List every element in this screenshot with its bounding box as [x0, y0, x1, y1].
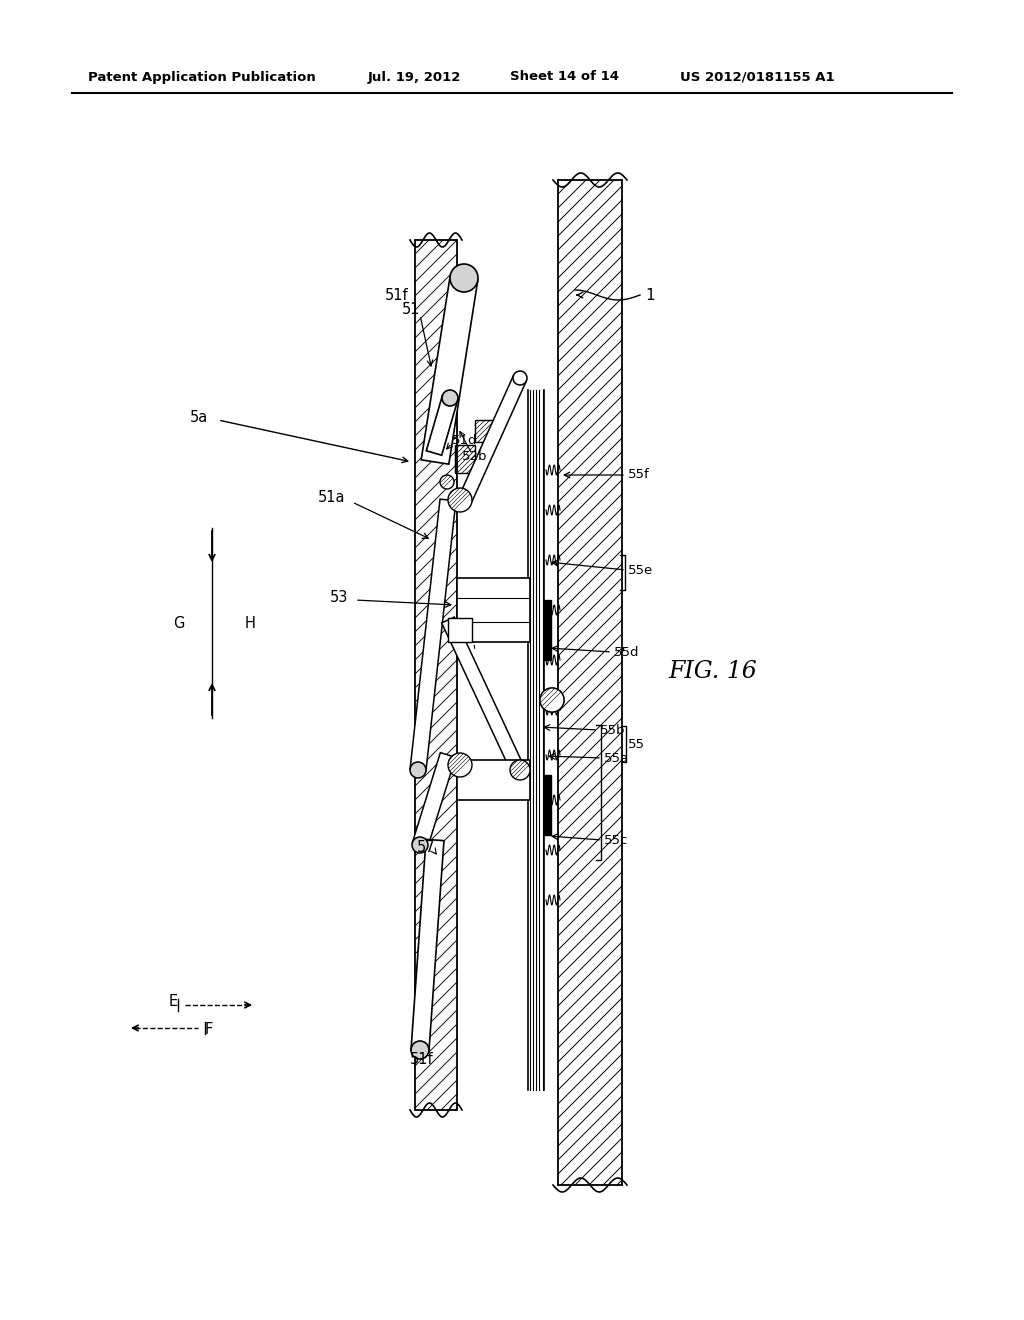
Polygon shape: [441, 616, 524, 774]
Text: H: H: [245, 615, 256, 631]
Circle shape: [440, 475, 454, 488]
Bar: [455, 445, 475, 473]
Polygon shape: [410, 499, 456, 771]
Text: US 2012/0181155 A1: US 2012/0181155 A1: [680, 70, 835, 83]
Ellipse shape: [412, 837, 428, 853]
Bar: [415, 240, 457, 1110]
Text: 57: 57: [417, 841, 435, 855]
Text: 1: 1: [645, 288, 654, 302]
Text: Jul. 19, 2012: Jul. 19, 2012: [368, 70, 462, 83]
Bar: [475, 420, 495, 442]
Ellipse shape: [411, 1041, 429, 1059]
Text: 53: 53: [330, 590, 348, 606]
Text: FIG. 16: FIG. 16: [668, 660, 757, 684]
Text: 52b: 52b: [462, 450, 487, 462]
Polygon shape: [459, 375, 526, 503]
Polygon shape: [411, 840, 444, 1051]
Text: 55c: 55c: [604, 833, 629, 846]
Text: 55b: 55b: [600, 723, 626, 737]
Circle shape: [540, 688, 564, 711]
Text: 51f: 51f: [384, 288, 408, 302]
Bar: [457, 578, 530, 642]
Text: Sheet 14 of 14: Sheet 14 of 14: [510, 70, 618, 83]
Text: 55f: 55f: [628, 469, 650, 482]
Text: 55e: 55e: [628, 564, 653, 577]
Ellipse shape: [511, 763, 525, 777]
Text: 51: 51: [401, 302, 420, 318]
Text: 51a: 51a: [317, 491, 345, 506]
Text: G: G: [174, 615, 185, 631]
Polygon shape: [421, 276, 478, 465]
Text: 51d: 51d: [452, 433, 477, 446]
Bar: [544, 601, 551, 660]
Text: F: F: [205, 1023, 213, 1038]
Circle shape: [449, 752, 472, 777]
Polygon shape: [413, 752, 456, 847]
Text: 55: 55: [628, 738, 645, 751]
Bar: [457, 760, 530, 800]
Text: 51f: 51f: [411, 1052, 434, 1068]
Circle shape: [510, 760, 530, 780]
Text: 55d: 55d: [614, 645, 640, 659]
Text: E: E: [169, 994, 178, 1010]
Circle shape: [540, 688, 564, 711]
Ellipse shape: [450, 264, 478, 292]
Text: 55a: 55a: [604, 751, 629, 764]
Bar: [449, 618, 472, 642]
Text: Patent Application Publication: Patent Application Publication: [88, 70, 315, 83]
Polygon shape: [426, 396, 458, 455]
Circle shape: [449, 488, 472, 512]
Ellipse shape: [513, 371, 527, 385]
Bar: [544, 775, 551, 836]
Ellipse shape: [410, 762, 426, 777]
Text: 5a: 5a: [189, 411, 208, 425]
Ellipse shape: [442, 389, 458, 407]
